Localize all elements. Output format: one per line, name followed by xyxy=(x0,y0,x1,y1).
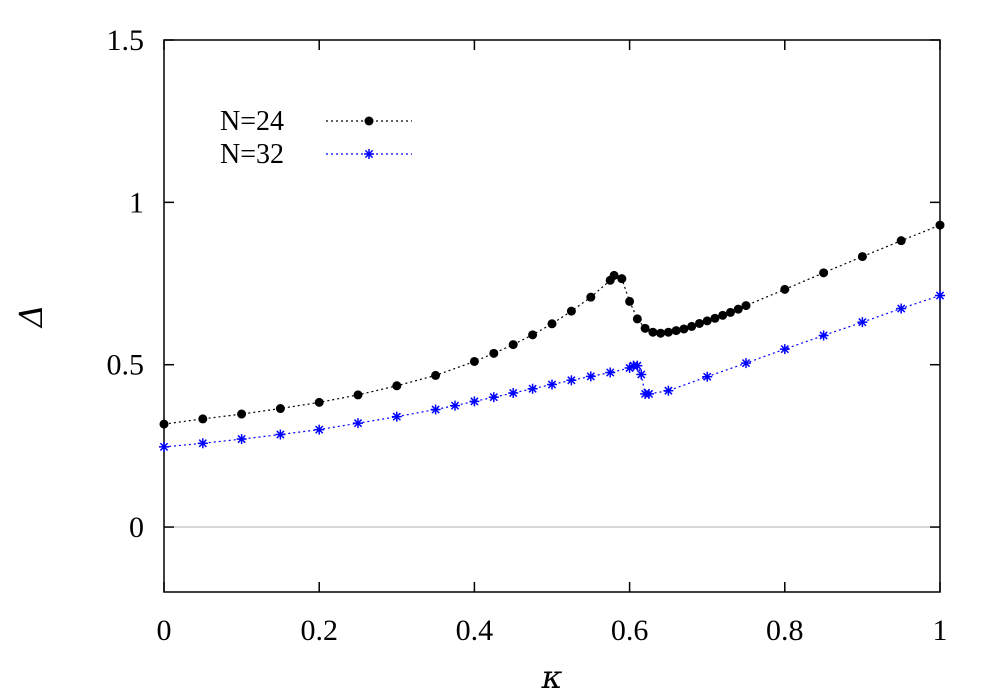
data-point xyxy=(275,429,286,440)
data-point xyxy=(725,307,735,317)
data-point xyxy=(640,323,650,333)
legend-label: N=24 xyxy=(220,106,284,137)
data-point xyxy=(508,340,518,350)
y-axis-label: Δ xyxy=(12,304,50,329)
data-point xyxy=(632,314,642,324)
data-point xyxy=(431,370,441,380)
data-point xyxy=(237,409,247,419)
data-point xyxy=(314,424,325,435)
data-point xyxy=(857,252,867,262)
y-tick-label: 0 xyxy=(129,511,144,544)
data-point xyxy=(469,396,480,407)
legend-item: N=32 xyxy=(220,139,412,170)
data-point xyxy=(935,290,945,301)
series-layer xyxy=(159,220,945,452)
legend-item: N=24 xyxy=(220,106,412,137)
data-point xyxy=(819,268,829,278)
data-point xyxy=(625,296,635,306)
data-point xyxy=(648,327,658,337)
y-tick-label: 1 xyxy=(129,186,144,219)
data-point xyxy=(636,369,647,380)
data-point xyxy=(656,328,666,338)
data-point xyxy=(718,310,728,320)
data-point xyxy=(585,371,596,382)
legend: N=24N=32 xyxy=(220,106,412,170)
series-line xyxy=(163,294,941,448)
data-point xyxy=(197,438,208,449)
data-point xyxy=(710,313,720,323)
data-point xyxy=(624,362,635,373)
legend-marker xyxy=(364,149,374,159)
data-point xyxy=(617,274,627,284)
data-point xyxy=(450,400,460,411)
data-point xyxy=(198,414,208,424)
y-tick-label: 0.5 xyxy=(107,349,145,382)
data-point xyxy=(566,375,577,386)
data-point xyxy=(741,358,751,369)
data-point xyxy=(605,367,616,378)
data-point xyxy=(586,292,596,302)
data-point xyxy=(663,327,673,337)
x-tick-label: 0.2 xyxy=(300,614,338,647)
series-2 xyxy=(159,290,945,452)
data-point xyxy=(528,330,538,340)
data-point xyxy=(896,303,907,314)
y-tick-label: 1.5 xyxy=(107,24,145,57)
x-tick-label: 0.6 xyxy=(611,614,649,647)
legend-label: N=32 xyxy=(220,139,284,170)
data-point xyxy=(687,321,697,331)
data-point xyxy=(353,390,363,400)
data-point xyxy=(159,441,169,452)
data-point xyxy=(632,360,643,371)
data-point xyxy=(353,418,363,429)
data-point xyxy=(566,306,576,316)
data-point xyxy=(236,434,247,445)
data-point xyxy=(671,326,681,336)
data-point xyxy=(508,387,519,398)
data-point xyxy=(391,411,402,422)
plot-frame xyxy=(163,39,941,593)
data-point xyxy=(527,383,538,394)
data-point xyxy=(430,404,441,415)
data-point xyxy=(547,319,557,329)
data-point xyxy=(314,397,324,407)
x-tick-label: 0.8 xyxy=(766,614,804,647)
x-tick-label: 1 xyxy=(933,614,948,647)
data-point xyxy=(275,404,285,414)
data-point xyxy=(663,385,674,396)
legend-marker xyxy=(364,116,374,126)
data-point xyxy=(469,356,479,366)
axis-ticks: 0 0.2 0.4 0.6 0.8 1 0 0.5 1 1.5 xyxy=(107,24,948,647)
data-point xyxy=(741,301,751,311)
data-point xyxy=(702,371,713,382)
data-point xyxy=(935,220,945,230)
data-point xyxy=(694,318,704,328)
data-point xyxy=(609,270,619,280)
x-axis-label: κ xyxy=(541,658,563,696)
data-point xyxy=(159,419,169,429)
x-tick-label: 0.4 xyxy=(456,614,494,647)
data-point xyxy=(644,388,654,399)
series-1 xyxy=(159,220,945,429)
data-point xyxy=(392,381,402,391)
data-point xyxy=(489,348,499,358)
data-point xyxy=(779,344,790,355)
data-point xyxy=(702,316,712,326)
data-point xyxy=(780,284,790,294)
data-point xyxy=(818,330,829,341)
data-point xyxy=(896,236,906,246)
data-point xyxy=(679,324,689,334)
x-tick-label: 0 xyxy=(157,614,172,647)
data-point xyxy=(547,379,557,390)
data-point xyxy=(488,392,499,403)
data-point xyxy=(733,304,743,314)
data-point xyxy=(857,317,868,328)
